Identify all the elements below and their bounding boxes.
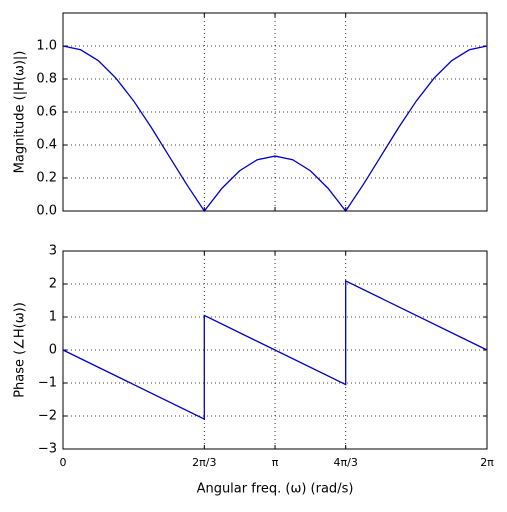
x-tick-label: 2π [480,456,494,469]
line-series [62,279,488,421]
y-axis-label: Magnitude (|H(ω)|) [13,51,28,174]
y-tick-label: 2 [49,277,57,292]
y-tick-label: 1 [49,310,57,325]
y-tick-label: −3 [38,442,57,457]
y-tick-label: 0.0 [36,204,57,219]
y-tick-label: 0.6 [36,105,57,120]
x-tick-label: 2π/3 [192,456,216,469]
x-tick-label: 0 [60,456,67,469]
y-axis-label: Phase (∠H(ω)) [13,302,28,398]
axes-frame [62,12,488,212]
y-tick-label: 0 [49,343,57,358]
x-axis-label: Angular freq. (ω) (rad/s) [197,482,354,497]
y-tick-label: 3 [49,244,57,259]
y-tick-label: −1 [38,376,57,391]
y-tick-label: 0.4 [36,138,57,153]
axes-frame [62,250,488,450]
x-tick-label: 4π/3 [334,456,358,469]
y-tick-label: 1.0 [36,39,57,54]
line-series [62,45,488,213]
x-tick-label: π [272,456,279,469]
y-tick-label: 0.2 [36,171,57,186]
y-tick-label: 0.8 [36,72,57,87]
y-tick-label: −2 [38,409,57,424]
